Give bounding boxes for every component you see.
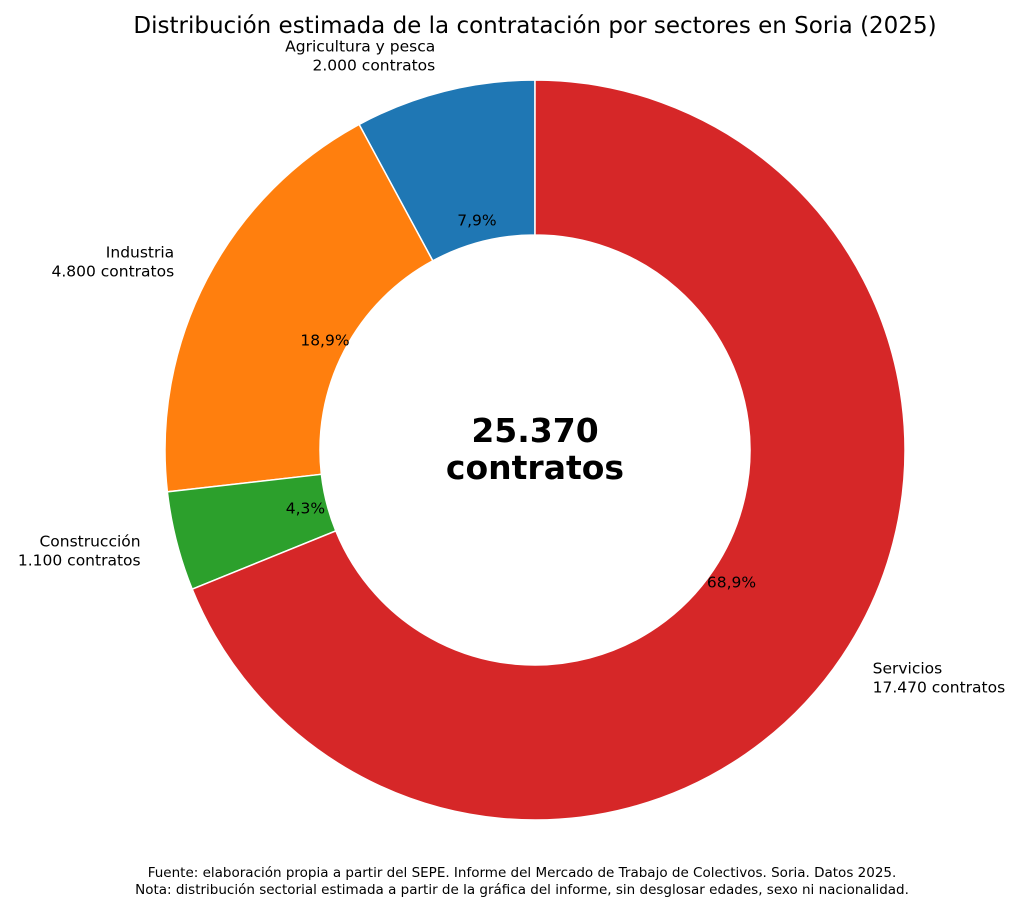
slice-value: 2.000 contratos (313, 56, 436, 74)
donut-slices (164, 79, 906, 821)
slice-label-industria: Industria 4.800 contratos (51, 244, 174, 281)
slice-label-servicios: Servicios 17.470 contratos (873, 659, 1006, 696)
slice-category: Agricultura y pesca (285, 37, 435, 55)
slice-value: 4.800 contratos (51, 263, 174, 281)
slice-category: Construcción (39, 533, 140, 551)
slice-percent-agricultura-y-pesca: 7,9% (457, 211, 496, 229)
footnote-line: Fuente: elaboración propia a partir del … (148, 865, 897, 881)
slice-value: 1.100 contratos (18, 552, 141, 570)
chart-title: Distribución estimada de la contratación… (133, 13, 936, 39)
footnotes: Fuente: elaboración propia a partir del … (135, 865, 909, 898)
slice-value: 17.470 contratos (873, 678, 1006, 696)
center-total-value: 25.370 (471, 411, 598, 450)
slice-percent-construccion: 4,3% (286, 500, 325, 518)
slice-percent-industria: 18,9% (300, 331, 349, 349)
slice-percent-servicios: 68,9% (707, 573, 756, 591)
center-total-unit: contratos (446, 448, 624, 487)
slice-servicios (191, 79, 906, 821)
slice-industria (164, 123, 434, 493)
footnote-line: Nota: distribución sectorial estimada a … (135, 882, 909, 898)
center-total: 25.370 contratos (446, 411, 624, 487)
slice-labels: Agricultura y pesca 2.000 contratos 7,9% In… (18, 37, 1005, 696)
slice-label-construccion: Construcción 1.100 contratos (18, 533, 141, 570)
slice-category: Servicios (873, 659, 943, 677)
slice-label-agricultura-y-pesca: Agricultura y pesca 2.000 contratos (285, 37, 435, 74)
slice-category: Industria (106, 244, 174, 262)
